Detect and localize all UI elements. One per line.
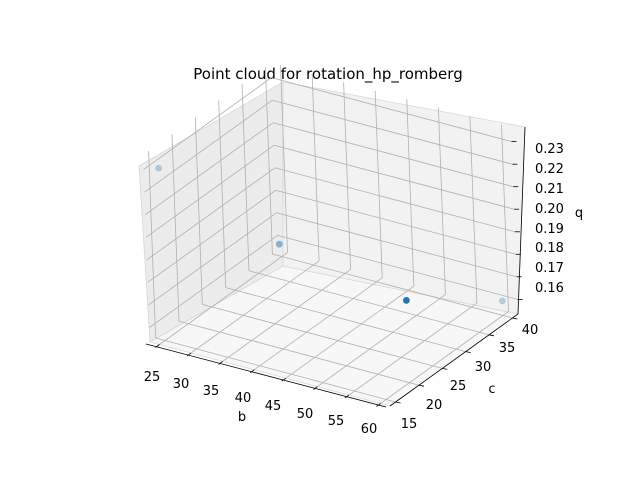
- q-axis-label: q: [575, 206, 583, 221]
- b-tick-label: 25: [144, 370, 161, 385]
- b-grid-line: [438, 107, 446, 295]
- c-axis-line: [389, 313, 519, 407]
- q-grid-line: [274, 167, 516, 233]
- b-tick-label: 50: [297, 407, 314, 422]
- b-grid-line: [222, 269, 351, 362]
- c-tick-labels: 15 20 25 30 35 40: [401, 323, 539, 432]
- b-tick-mark: [218, 361, 223, 365]
- b-grid-line: [406, 99, 415, 287]
- b-tick-mark: [155, 344, 160, 348]
- b-grid-line: [311, 73, 320, 261]
- b-tick-labels: 25 30 35 40 45 50 55 60: [144, 370, 378, 437]
- c-tick-label: 40: [522, 323, 539, 338]
- q-grid-line: [143, 77, 272, 170]
- scatter-point: [499, 297, 506, 305]
- b-tick-mark: [376, 403, 381, 407]
- c-tick-mark: [442, 368, 448, 370]
- c-grid-line: [194, 117, 203, 305]
- tick-marks: [155, 141, 523, 407]
- b-grid-line: [374, 90, 383, 278]
- q-grid-line: [144, 122, 274, 216]
- b-tick-mark: [249, 369, 255, 374]
- c-grid-line: [265, 66, 273, 255]
- b-tick-label: 55: [328, 414, 345, 429]
- q-grid-line: [271, 77, 512, 142]
- q-grid-line: [144, 99, 273, 193]
- grid-lines: [143, 65, 518, 404]
- q-grid-line: [145, 144, 275, 238]
- c-tick-label: 30: [475, 360, 492, 375]
- c-grid-line: [148, 150, 156, 339]
- c-tick-mark: [512, 317, 518, 320]
- q-axis-line: [517, 126, 526, 315]
- c-tick-mark: [488, 334, 495, 337]
- c-grid-line: [248, 270, 490, 336]
- q-grid-line: [149, 235, 278, 328]
- q-tick-label: 0.18: [535, 241, 564, 256]
- q-tick-labels: 0.16 0.17 0.18 0.19 0.20 0.21 0.22 0.23: [535, 142, 564, 296]
- c-grid-line: [272, 253, 513, 319]
- b-grid-line: [501, 124, 509, 312]
- scatter-point: [275, 240, 283, 248]
- q-grid-line: [148, 212, 277, 306]
- q-tick-label: 0.16: [535, 281, 564, 296]
- b-grid-line: [253, 277, 383, 371]
- q-tick-label: 0.20: [535, 202, 564, 217]
- b-tick-mark: [344, 394, 350, 399]
- c-grid-line: [218, 100, 227, 288]
- b-tick-label: 40: [235, 391, 252, 406]
- q-tick-label: 0.19: [535, 222, 564, 237]
- b-tick-label: 45: [265, 399, 282, 414]
- c-tick-label: 15: [401, 417, 418, 432]
- c-axis-label: c: [488, 382, 495, 397]
- q-grid-line: [277, 235, 518, 300]
- b-axis-line: [145, 343, 387, 408]
- q-grid-line: [146, 167, 276, 261]
- b-tick-label: 35: [203, 384, 220, 399]
- b-grid-line: [285, 285, 415, 379]
- b-grid-line: [159, 252, 288, 345]
- b-tick-mark: [313, 386, 318, 390]
- c-tick-mark: [418, 384, 425, 387]
- q-tick-label: 0.17: [535, 261, 564, 276]
- q-grid-line: [273, 144, 515, 210]
- b-grid-line: [280, 65, 288, 253]
- scatter-point: [403, 297, 410, 304]
- data-points: [155, 164, 506, 305]
- b-grid-line: [469, 116, 478, 304]
- b-grid-line: [317, 294, 446, 387]
- c-grid-line: [225, 287, 466, 352]
- q-grid-line: [273, 122, 514, 188]
- c-tick-mark: [465, 351, 471, 353]
- b-tick-mark: [281, 377, 287, 382]
- c-tick-label: 35: [499, 341, 516, 356]
- c-grid-line: [171, 134, 180, 322]
- b-tick-label: 60: [361, 422, 378, 437]
- chart-title: Point cloud for rotation_hp_romberg: [193, 65, 462, 84]
- b-tick-label: 30: [173, 377, 190, 392]
- c-tick-mark: [395, 401, 401, 404]
- q-tick-label: 0.21: [535, 182, 564, 197]
- c-grid-line: [241, 83, 250, 271]
- b-grid-line: [348, 302, 478, 396]
- c-grid-line: [202, 304, 443, 369]
- c-tick-label: 20: [426, 398, 443, 413]
- b-grid-line: [343, 82, 351, 270]
- q-grid-line: [275, 189, 516, 255]
- q-tick-label: 0.23: [535, 142, 564, 157]
- c-tick-label: 25: [450, 379, 467, 394]
- b-grid-line: [190, 260, 320, 354]
- q-grid-line: [276, 212, 517, 278]
- scatter-point: [155, 164, 163, 172]
- b-tick-mark: [186, 352, 192, 357]
- c-grid-line: [178, 320, 420, 386]
- q-grid-line: [147, 189, 277, 283]
- b-grid-line: [380, 311, 509, 404]
- q-tick-label: 0.22: [535, 162, 564, 177]
- b-axis-label: b: [238, 410, 246, 425]
- q-grid-line: [272, 99, 513, 165]
- c-grid-line: [155, 337, 396, 403]
